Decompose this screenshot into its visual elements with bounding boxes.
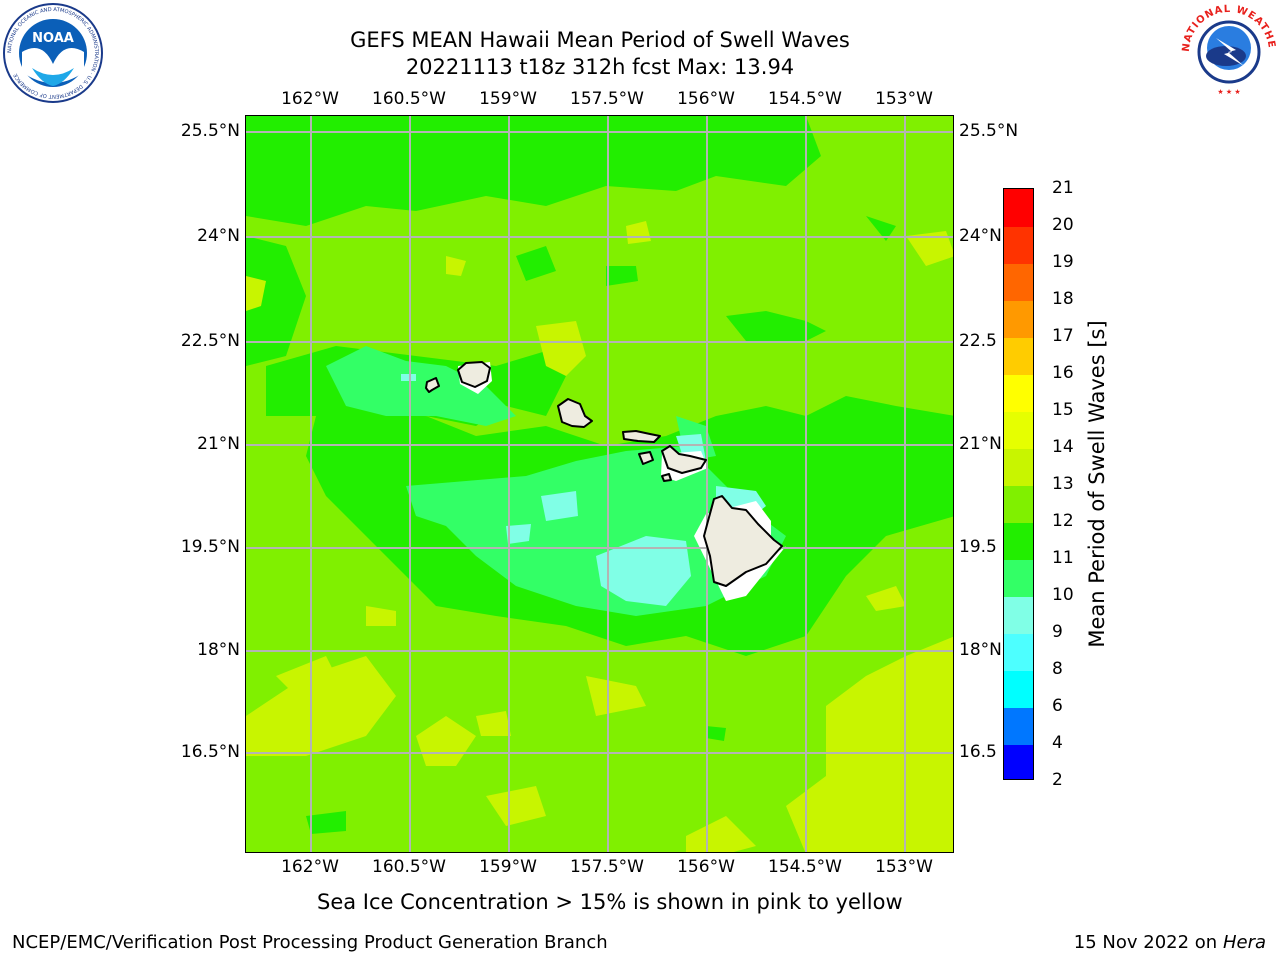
lon-label-top: 162°W <box>281 89 339 109</box>
contour-12-13 <box>246 221 953 852</box>
colorbar-tick-label: 15 <box>1052 400 1074 420</box>
lon-label-bottom: 159°W <box>479 857 537 877</box>
lat-label-right: 16.5 <box>959 742 997 762</box>
noaa-logo-text: NOAA <box>32 31 74 46</box>
lat-label-left: 21°N <box>197 434 240 454</box>
island-hawaii <box>703 495 783 587</box>
colorbar-segment <box>1004 633 1033 671</box>
noaa-logo: NATIONAL OCEANIC AND ATMOSPHERIC ADMINIS… <box>3 3 103 103</box>
swell-period-field <box>246 116 953 852</box>
footer-host: Hera <box>1222 932 1266 953</box>
map-panel <box>245 115 954 853</box>
colorbar-segment <box>1004 300 1033 338</box>
colorbar-tick-label: 4 <box>1052 733 1063 753</box>
lat-label-left: 19.5°N <box>180 537 240 557</box>
colorbar-tick-label: 14 <box>1052 437 1074 457</box>
colorbar-tick-label: 6 <box>1052 696 1063 716</box>
colorbar-segment <box>1004 337 1033 375</box>
lat-label-left: 25.5°N <box>180 121 240 141</box>
colorbar-tick-label: 20 <box>1052 215 1074 235</box>
svg-text:★ ★ ★: ★ ★ ★ <box>1217 88 1240 96</box>
lat-label-right: 21°N <box>959 434 1002 454</box>
colorbar-tick-label: 9 <box>1052 622 1063 642</box>
lat-label-left: 16.5°N <box>180 742 240 762</box>
colorbar-tick-label: 10 <box>1052 585 1074 605</box>
colorbar-segment <box>1004 374 1033 412</box>
colorbar-tick-label: 11 <box>1052 548 1074 568</box>
lon-label-bottom: 157.5°W <box>570 857 644 877</box>
island-lanai <box>638 451 654 465</box>
colorbar-segment <box>1004 522 1033 560</box>
lat-label-left: 24°N <box>197 226 240 246</box>
lat-label-left: 22.5°N <box>180 331 240 351</box>
footer-date: 15 Nov 2022 on Hera <box>1074 932 1266 953</box>
lon-label-bottom: 153°W <box>875 857 933 877</box>
island-niihau <box>425 377 440 393</box>
lat-label-right: 19.5 <box>959 537 997 557</box>
colorbar-segment <box>1004 485 1033 523</box>
colorbar-segment <box>1004 226 1033 264</box>
contour-9-10 <box>401 374 766 606</box>
colorbar-tick-label: 21 <box>1052 178 1074 198</box>
lon-label-bottom: 162°W <box>281 857 339 877</box>
lat-label-right: 25.5°N <box>959 121 1019 141</box>
lon-label-top: 160.5°W <box>372 89 446 109</box>
lon-label-bottom: 160.5°W <box>372 857 446 877</box>
colorbar-tick-label: 19 <box>1052 252 1074 272</box>
nws-logo: NATIONAL WEATHER SERVICE ★ ★ ★ <box>1178 2 1276 99</box>
colorbar-tick-label: 12 <box>1052 511 1074 531</box>
island-maui <box>661 445 707 474</box>
colorbar-segment <box>1004 448 1033 486</box>
island-kahoolawe <box>661 473 672 482</box>
lon-label-bottom: 156°W <box>677 857 735 877</box>
chart-title: GEFS MEAN Hawaii Mean Period of Swell Wa… <box>350 28 850 52</box>
lat-label-right: 22.5 <box>959 331 997 351</box>
graticule <box>246 116 953 852</box>
lat-label-right: 24°N <box>959 226 1002 246</box>
colorbar-tick-label: 8 <box>1052 659 1063 679</box>
colorbar-segment <box>1004 707 1033 745</box>
colorbar-tick-label: 17 <box>1052 326 1074 346</box>
colorbar-segment <box>1004 263 1033 301</box>
colorbar-tick-label: 16 <box>1052 363 1074 383</box>
islands <box>425 361 783 587</box>
lon-label-top: 154.5°W <box>768 89 842 109</box>
colorbar-segment <box>1004 411 1033 449</box>
colorbar-title: Mean Period of Swell Waves [s] <box>1085 320 1109 648</box>
lat-label-right: 18°N <box>959 640 1002 660</box>
colorbar-tick-label: 18 <box>1052 289 1074 309</box>
island-oahu <box>557 398 593 428</box>
footer-credit: NCEP/EMC/Verification Post Processing Pr… <box>12 932 608 953</box>
colorbar <box>1003 188 1034 780</box>
island-kauai <box>457 361 491 388</box>
colorbar-segment <box>1004 559 1033 597</box>
colorbar-segment <box>1004 670 1033 708</box>
lon-label-bottom: 154.5°W <box>768 857 842 877</box>
colorbar-tick-label: 2 <box>1052 770 1063 790</box>
colorbar-tick-label: 13 <box>1052 474 1074 494</box>
lon-label-top: 156°W <box>677 89 735 109</box>
lat-label-left: 18°N <box>197 640 240 660</box>
sea-ice-note-text: Sea Ice Concentration > 15% is shown in … <box>317 890 903 914</box>
footer-date-text: 15 Nov 2022 on <box>1073 932 1218 953</box>
lon-label-top: 153°W <box>875 89 933 109</box>
colorbar-segment <box>1004 596 1033 634</box>
island-molokai <box>622 430 661 443</box>
colorbar-segment <box>1004 744 1033 779</box>
lon-label-top: 159°W <box>479 89 537 109</box>
chart-subtitle: 20221113 t18z 312h fcst Max: 13.94 <box>405 55 795 79</box>
colorbar-segment <box>1004 189 1033 227</box>
lon-label-top: 157.5°W <box>570 89 644 109</box>
